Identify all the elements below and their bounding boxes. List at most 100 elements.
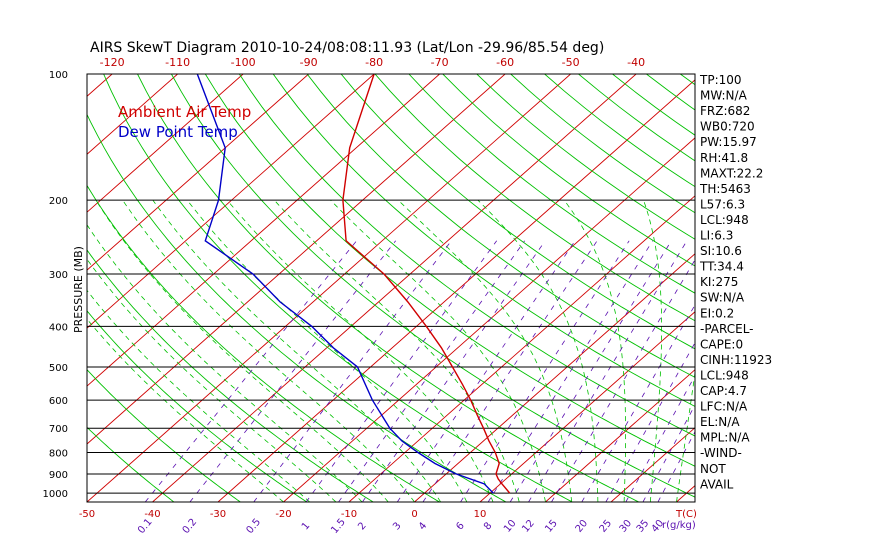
legend-ambient-air-temp: Ambient Air Temp	[118, 103, 251, 121]
pressure-tick-label: 600	[49, 396, 68, 407]
mixing-ratio-tick-label: 35	[635, 518, 652, 535]
bottom-temp-tick-label: 0	[411, 509, 417, 520]
dry-adiabat-line	[272, 74, 695, 407]
moist-adiabat-line	[152, 199, 442, 502]
legend: Ambient Air Temp Dew Point Temp	[118, 103, 251, 141]
pressure-ticks: 100 200 300 400 500 600 700 800 900 1000	[43, 70, 68, 500]
dry-adiabat-line	[238, 74, 695, 437]
pressure-tick-label: 1000	[43, 489, 68, 500]
mixing-ratio-line	[422, 240, 598, 502]
isotherm-line	[0, 74, 47, 502]
index-label: CAPE:0	[700, 337, 743, 351]
moist-adiabat-line	[226, 199, 494, 502]
moist-adiabat-line	[330, 199, 546, 502]
mixing-ratio-line	[338, 240, 525, 502]
mixing-ratio-line	[253, 240, 452, 502]
bottom-temp-tick-label: 10	[474, 509, 487, 520]
dry-adiabat-line	[646, 74, 695, 111]
mixing-ratio-tick-label: 25	[598, 518, 615, 535]
isotherm-line	[152, 74, 637, 502]
dry-adiabat-line	[137, 74, 640, 502]
moist-adiabat-line	[274, 199, 520, 502]
index-label: LCL:948	[700, 368, 749, 382]
mixing-axis-label: r(g/kg)	[662, 520, 696, 531]
isotherm-line	[87, 74, 309, 271]
moist-adiabat-lines	[87, 199, 695, 502]
legend-dew-point-temp: Dew Point Temp	[118, 123, 238, 141]
index-label: AVAIL	[700, 477, 734, 491]
mixing-ratio-tick-label: 4	[417, 520, 430, 532]
mixing-ratio-tick-label: 0.2	[181, 517, 200, 536]
isotherm-line	[610, 427, 695, 502]
mixing-ratio-line	[460, 240, 630, 502]
mixing-ratio-line	[509, 240, 672, 502]
index-label: MW:N/A	[700, 89, 748, 103]
y-axis-label: PRESSURE (MB)	[72, 246, 85, 333]
isotherm-line	[87, 74, 244, 213]
top-temp-ticks: -120 -110 -100 -90 -80 -70 -60 -50 -40	[100, 56, 645, 69]
index-label: SI:10.6	[700, 244, 742, 258]
dry-adiabat-line	[476, 74, 695, 240]
index-label: CINH:11923	[700, 353, 772, 367]
profiles	[196, 74, 511, 494]
moist-adiabat-line	[87, 318, 284, 502]
mixing-ratio-tick-label: 6	[454, 520, 467, 532]
index-label: CAP:4.7	[700, 384, 747, 398]
isotherm-line	[87, 74, 375, 329]
chart-title: AIRS SkewT Diagram 2010-10-24/08:08:11.9…	[90, 40, 604, 56]
mixing-ratio-tick-label: 0.5	[244, 517, 263, 536]
isotherm-line	[742, 74, 870, 502]
dry-adiabat-line	[87, 426, 175, 502]
mixing-ratio-line	[362, 240, 546, 502]
dry-adiabat-line	[87, 369, 241, 502]
pressure-tick-label: 100	[49, 70, 68, 81]
mixing-ratio-tick-label: 2	[356, 520, 369, 532]
index-label: TH:5463	[699, 182, 751, 196]
dry-adiabat-line	[87, 249, 374, 502]
pressure-tick-label: 400	[49, 322, 68, 333]
index-label: FRZ:682	[700, 104, 750, 118]
index-label: LFC:N/A	[700, 400, 748, 414]
pressure-tick-label: 300	[49, 270, 68, 281]
index-label: -PARCEL-	[700, 322, 754, 336]
index-label: LI:6.3	[700, 229, 733, 243]
pressure-tick-label: 500	[49, 363, 68, 374]
isotherm-line	[283, 137, 695, 502]
pressure-tick-label: 700	[49, 424, 68, 435]
bottom-temp-ticks: -50 -40 -30 -20 -10 0 10	[79, 509, 487, 520]
index-label: WB0:720	[700, 120, 755, 134]
index-label: NOT	[700, 462, 726, 476]
mixing-ratio-line	[396, 240, 576, 502]
index-label: KI:275	[700, 275, 738, 289]
mixing-ratio-tick-label: 10	[502, 518, 519, 535]
bottom-temp-tick-label: -30	[210, 509, 226, 520]
top-temp-tick-label: -60	[496, 56, 514, 69]
moist-adiabat-line	[87, 224, 363, 502]
index-label: L57:6.3	[700, 197, 745, 211]
mixing-ratio-tick-label: 1	[300, 520, 313, 532]
top-temp-tick-label: -120	[100, 56, 125, 69]
isotherm-line	[217, 79, 695, 502]
moist-adiabat-line	[87, 289, 310, 502]
index-label: RH:41.8	[700, 151, 748, 165]
moist-adiabat-line	[477, 199, 599, 502]
dry-adiabat-line	[748, 74, 870, 502]
isobar-lines	[87, 74, 695, 494]
pressure-tick-label: 900	[49, 470, 68, 481]
index-label: PW:15.97	[700, 135, 757, 149]
pressure-tick-label: 200	[49, 196, 68, 207]
isotherm-line	[414, 253, 695, 502]
isotherm-lines	[0, 74, 870, 502]
x-axis-label: T(C)	[675, 509, 697, 520]
top-temp-tick-label: -90	[300, 56, 318, 69]
mixing-ratio-tick-label: 30	[618, 518, 635, 535]
pressure-tick-label: 800	[49, 449, 68, 460]
bottom-temp-tick-label: -10	[341, 509, 357, 520]
index-label: TP:100	[699, 73, 742, 87]
dry-adiabat-line	[204, 74, 695, 467]
dew-point-temp-line	[196, 74, 494, 494]
bottom-temp-tick-label: -50	[79, 509, 95, 520]
mixing-ratio-line	[528, 240, 688, 502]
dry-adiabat-line	[442, 74, 695, 267]
